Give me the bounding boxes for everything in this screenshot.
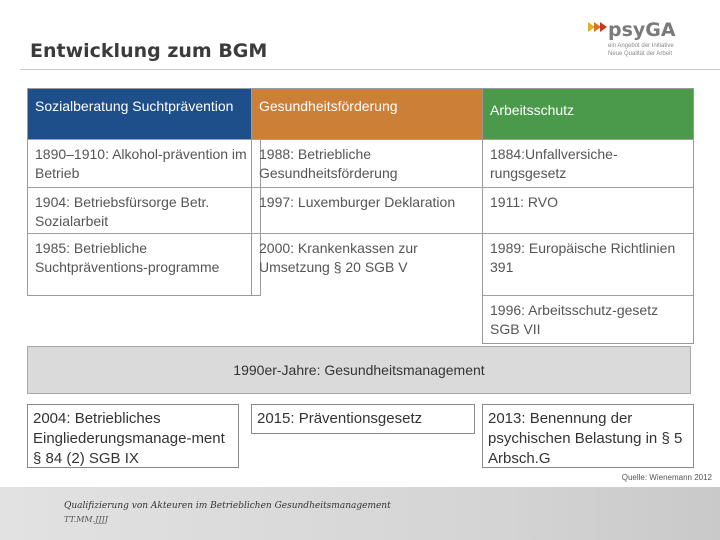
- column-cell: 1884:Unfallversiche-rungsgesetz: [483, 139, 693, 187]
- milestone-box-arbschg: 2013: Benennung der psychischen Belastun…: [482, 404, 694, 468]
- arrows-logo-icon: [588, 22, 607, 32]
- column-cell: 1904: Betriebsfürsorge Betr. Sozialarbei…: [28, 187, 260, 233]
- column-gesundheitsfoerderung: Gesundheitsförderung 1988: Betriebliche …: [251, 88, 485, 295]
- gesundheitsmanagement-band: 1990er-Jahre: Gesundheitsmanagement: [27, 346, 691, 394]
- logo-name: psyGA: [608, 19, 676, 41]
- column-cell: 1890–1910: Alkohol-prävention im Betrieb: [28, 139, 260, 187]
- source-note: Quelle: Wienemann 2012: [621, 473, 712, 482]
- milestone-box-bem: 2004: Betriebliches Eingliederungsmanage…: [27, 404, 239, 468]
- milestone-box-praeventionsgesetz: 2015: Präventionsgesetz: [251, 404, 475, 434]
- column-header: Sozialberatung Suchtprävention: [28, 89, 260, 139]
- footer-title: Qualifizierung von Akteuren im Betriebli…: [64, 501, 391, 511]
- column-cell: 1985: Betriebliche Suchtpräventions-prog…: [28, 233, 260, 295]
- column-cell: 1988: Betriebliche Gesundheitsförderung: [252, 139, 485, 187]
- column-header: Gesundheitsförderung: [252, 89, 485, 139]
- column-arbeitsschutz: Arbeitsschutz 1884:Unfallversiche-rungsg…: [482, 88, 694, 344]
- column-header: Arbeitsschutz: [483, 89, 693, 139]
- column-cell: 1911: RVO: [483, 187, 693, 233]
- logo-tagline-2: Neue Qualität der Arbeit: [608, 51, 673, 57]
- footer-date: TT.MM.JJJJ: [64, 515, 108, 524]
- column-cell: 1996: Arbeitsschutz-gesetz SGB VII: [483, 295, 693, 343]
- psyga-logo: psyGA ein Angebot der Initiative Neue Qu…: [588, 19, 716, 64]
- column-cell: 1997: Luxemburger Deklaration: [252, 187, 485, 233]
- logo-tagline-1: ein Angebot der Initiative: [608, 43, 674, 49]
- title-divider: [20, 69, 720, 70]
- slide-title: Entwicklung zum BGM: [30, 40, 268, 62]
- column-suchtpraevention: Sozialberatung Suchtprävention 1890–1910…: [27, 88, 261, 296]
- column-cell: 1989: Europäische Richtlinien 391: [483, 233, 693, 295]
- column-cell: 2000: Krankenkassen zur Umsetzung § 20 S…: [252, 233, 485, 295]
- footer-bar: Qualifizierung von Akteuren im Betriebli…: [0, 487, 720, 540]
